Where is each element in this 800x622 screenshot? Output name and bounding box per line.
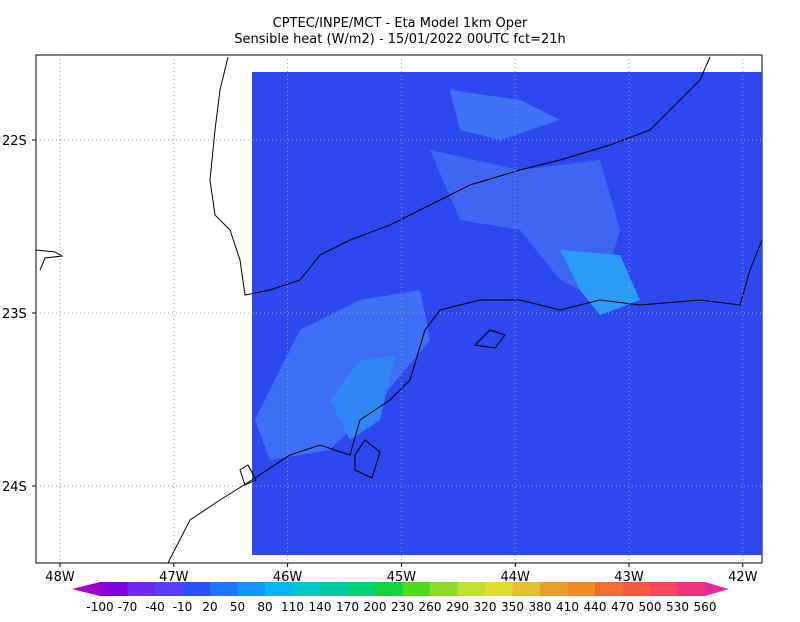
lat-label: 22S — [2, 134, 27, 149]
colorbar-segment — [182, 582, 211, 596]
lon-label: 48W — [45, 570, 75, 585]
colorbar-label: 110 — [281, 600, 304, 614]
colorbar-label: -10 — [173, 600, 193, 614]
title-line-2: Sensible heat (W/m2) - 15/01/2022 00UTC … — [234, 32, 566, 47]
colorbar-label: -70 — [118, 600, 138, 614]
colorbar-segment — [100, 582, 128, 596]
colorbar-label: -100 — [86, 600, 113, 614]
title-line-1: CPTEC/INPE/MCT - Eta Model 1km Oper — [273, 16, 528, 31]
colorbar-segment — [155, 582, 183, 596]
colorbar-segment — [127, 582, 156, 596]
colorbar-segment — [320, 582, 348, 596]
colorbar-label: 80 — [257, 600, 272, 614]
lon-label: 44W — [500, 570, 530, 585]
colorbar: -100 -70 -40 -10 20 50 80 110 140 170 200 230 260 290… — [72, 582, 729, 614]
colorbar-segment — [402, 582, 431, 596]
lon-label: 46W — [273, 570, 303, 585]
colorbar-label: 170 — [336, 600, 359, 614]
island — [354, 439, 381, 479]
colorbar-label: 290 — [446, 600, 469, 614]
lon-label: 47W — [159, 570, 189, 585]
colorbar-label: 380 — [529, 600, 552, 614]
colorbar-segment — [292, 582, 321, 596]
state-border — [209, 56, 711, 296]
coastline-path — [167, 479, 253, 564]
field-patch — [450, 90, 560, 140]
coastline — [35, 56, 763, 564]
island — [239, 464, 257, 486]
colorbar-segment — [375, 582, 403, 596]
colorbar-label: 320 — [474, 600, 497, 614]
colorbar-label: 560 — [694, 600, 717, 614]
colorbar-segment — [677, 582, 706, 596]
colorbar-end — [72, 582, 100, 596]
field — [252, 72, 762, 555]
lat-label: 24S — [2, 480, 27, 495]
colorbar-label: 140 — [309, 600, 332, 614]
graticule: 48W 47W 46W 45W 44W 43W 42W 22S 23S 24S — [2, 55, 762, 585]
colorbar-segment — [237, 582, 266, 596]
colorbar-segment — [595, 582, 623, 596]
colorbar-segment — [512, 582, 541, 596]
colorbar-segment — [540, 582, 568, 596]
field-patch — [560, 250, 640, 315]
field-patch — [330, 355, 395, 440]
colorbar-label: 200 — [364, 600, 387, 614]
colorbar-segment — [430, 582, 458, 596]
colorbar-label: 260 — [419, 600, 442, 614]
colorbar-segment — [265, 582, 293, 596]
colorbar-segment — [622, 582, 651, 596]
lon-label: 42W — [728, 570, 758, 585]
colorbar-segment — [457, 582, 486, 596]
colorbar-segment — [650, 582, 678, 596]
colorbar-label: 50 — [230, 600, 245, 614]
colorbar-label: 410 — [556, 600, 579, 614]
colorbar-label: 530 — [666, 600, 689, 614]
colorbar-label: 230 — [391, 600, 414, 614]
colorbar-label: -40 — [145, 600, 165, 614]
colorbar-end — [705, 582, 729, 596]
colorbar-label: 500 — [639, 600, 662, 614]
colorbar-label: 470 — [611, 600, 634, 614]
colorbar-segment — [485, 582, 513, 596]
field-patch — [255, 290, 430, 460]
colorbar-label: 350 — [501, 600, 524, 614]
border-fragment — [35, 249, 64, 271]
lon-label: 43W — [614, 570, 644, 585]
colorbar-segment — [567, 582, 596, 596]
colorbar-segment — [347, 582, 376, 596]
lat-label: 23S — [2, 307, 27, 322]
island — [473, 329, 506, 349]
coastline-path — [251, 239, 763, 481]
colorbar-label: 440 — [584, 600, 607, 614]
colorbar-segment — [210, 582, 238, 596]
lon-label: 45W — [387, 570, 417, 585]
colorbar-label: 20 — [202, 600, 217, 614]
